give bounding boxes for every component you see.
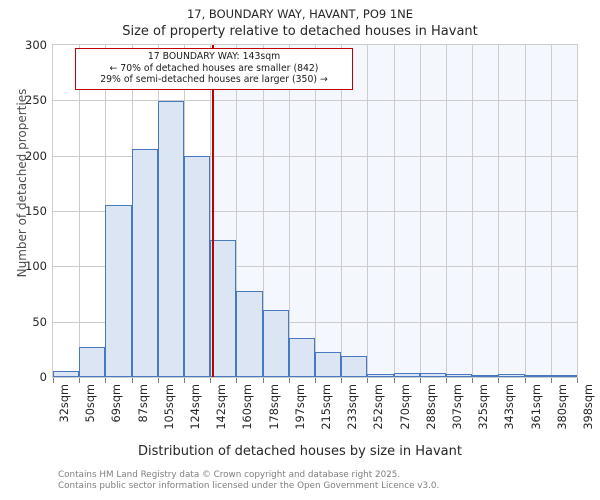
x-axis-tick-label: 343sqm bbox=[503, 384, 517, 430]
gridline-horizontal bbox=[53, 321, 577, 323]
y-axis-label: Number of detached properties bbox=[15, 88, 29, 278]
histogram-bar bbox=[498, 373, 525, 377]
x-axis-tick-mark bbox=[184, 378, 185, 383]
histogram-bar bbox=[157, 101, 184, 377]
x-axis-tick-mark bbox=[157, 378, 159, 383]
x-axis-tick-mark bbox=[577, 378, 578, 383]
x-axis-tick-mark bbox=[498, 378, 500, 383]
histogram-bar bbox=[105, 205, 132, 377]
gridline-horizontal bbox=[53, 211, 577, 212]
x-axis-tick-mark bbox=[236, 378, 238, 383]
x-axis-tick-label: 142sqm bbox=[215, 384, 229, 430]
x-axis-tick-label: 87sqm bbox=[136, 384, 150, 423]
x-axis-tick-mark bbox=[262, 378, 264, 383]
annotation-line-1: 17 BOUNDARY WAY: 143sqm bbox=[147, 51, 281, 62]
histogram-bar bbox=[419, 372, 446, 377]
x-axis-tick-mark bbox=[210, 378, 212, 383]
x-axis-tick-mark bbox=[79, 378, 81, 383]
histogram-bar bbox=[210, 239, 237, 377]
footer-line-2: Contains public sector information licen… bbox=[58, 481, 440, 491]
histogram-bar bbox=[315, 351, 342, 377]
histogram-bar bbox=[524, 374, 551, 377]
chart-subtitle: Size of property relative to detached ho… bbox=[122, 24, 478, 39]
histogram-bar bbox=[131, 149, 158, 377]
histogram-bar bbox=[184, 155, 211, 377]
x-axis-tick-mark bbox=[550, 378, 552, 383]
histogram-bar bbox=[79, 347, 106, 377]
x-axis-tick-label: 288sqm bbox=[424, 384, 438, 430]
x-axis-tick-mark bbox=[367, 378, 369, 383]
histogram-bar bbox=[550, 375, 577, 377]
x-axis-tick-label: 197sqm bbox=[293, 384, 307, 430]
gridline-horizontal bbox=[53, 155, 577, 157]
y-axis-tick-label: 250 bbox=[25, 93, 47, 108]
annotation-line-2: ← 70% of detached houses are smaller (84… bbox=[109, 62, 319, 74]
x-axis-tick-mark bbox=[53, 378, 54, 383]
property-annotation-box: 17 BOUNDARY WAY: 143sqm ← 70% of detache… bbox=[75, 48, 353, 90]
y-axis-tick-label: 50 bbox=[32, 314, 47, 329]
x-axis-tick-label: 325sqm bbox=[477, 384, 491, 430]
footer-line-1: Contains HM Land Registry data © Crown c… bbox=[58, 470, 401, 480]
y-axis-tick-label: 100 bbox=[25, 259, 47, 274]
x-axis-tick-label: 50sqm bbox=[84, 384, 98, 423]
x-axis-tick-label: 124sqm bbox=[189, 384, 202, 430]
x-axis-ticks: 32sqm 50sqm 69sqm 87sqm 105sqm 124sqm 142sqm 16… bbox=[0, 378, 600, 444]
histogram-bar bbox=[236, 290, 263, 377]
x-axis-tick-mark bbox=[315, 378, 316, 383]
gridline-horizontal bbox=[53, 266, 577, 268]
histogram-bar bbox=[288, 338, 315, 377]
x-axis-label: Distribution of detached houses by size … bbox=[138, 444, 462, 459]
y-axis-tick-label: 200 bbox=[25, 148, 47, 163]
x-axis-tick-mark bbox=[472, 378, 474, 383]
x-axis-tick-label: 32sqm bbox=[58, 384, 71, 423]
x-axis-tick-label: 69sqm bbox=[110, 384, 124, 423]
gridline-horizontal bbox=[53, 100, 577, 102]
x-axis-tick-label: 398sqm bbox=[582, 384, 595, 430]
x-axis-tick-mark bbox=[288, 378, 290, 383]
y-axis-tick-label: 150 bbox=[25, 204, 47, 218]
histogram-bar bbox=[446, 373, 473, 377]
histogram-bar bbox=[367, 373, 394, 377]
x-axis-tick-label: 105sqm bbox=[162, 384, 176, 430]
histogram-bar bbox=[472, 374, 499, 377]
y-axis-ticks: 0 50 100 150 200 250 300 bbox=[0, 38, 47, 384]
x-axis-tick-mark bbox=[419, 378, 421, 383]
footer-attribution: Contains HM Land Registry data © Crown c… bbox=[58, 470, 578, 492]
histogram-bar bbox=[393, 372, 420, 377]
x-axis-tick-mark bbox=[393, 378, 395, 383]
x-axis-tick-mark bbox=[131, 378, 133, 383]
histogram-bar bbox=[341, 355, 368, 377]
property-size-marker-line bbox=[211, 45, 214, 377]
y-axis-tick-label: 300 bbox=[25, 38, 47, 52]
x-axis-tick-label: 215sqm bbox=[320, 384, 333, 430]
page-title: 17, BOUNDARY WAY, HAVANT, PO9 1NE bbox=[186, 7, 414, 21]
x-axis-tick-mark bbox=[341, 378, 343, 383]
x-axis-tick-mark bbox=[524, 378, 526, 383]
chart-title-block: 17, BOUNDARY WAY, HAVANT, PO9 1NE Size o… bbox=[0, 6, 600, 41]
x-axis-tick-label: 270sqm bbox=[398, 384, 412, 430]
x-axis-tick-label: 380sqm bbox=[555, 384, 569, 430]
annotation-line-3: 29% of semi-detached houses are larger (… bbox=[100, 74, 328, 85]
plot-area bbox=[52, 44, 578, 378]
x-axis-tick-label: 252sqm bbox=[372, 384, 386, 430]
histogram-bar bbox=[53, 371, 80, 377]
x-axis-tick-mark bbox=[105, 378, 107, 383]
histogram-bar bbox=[262, 309, 289, 377]
x-axis-tick-label: 361sqm bbox=[529, 384, 543, 430]
x-axis-tick-label: 233sqm bbox=[346, 384, 360, 430]
x-axis-tick-mark bbox=[446, 378, 447, 383]
x-axis-tick-label: 178sqm bbox=[267, 384, 281, 430]
y-axis-tick-label: 0 bbox=[39, 370, 47, 384]
x-axis-tick-label: 307sqm bbox=[451, 384, 464, 430]
x-axis-tick-label: 160sqm bbox=[241, 384, 255, 430]
